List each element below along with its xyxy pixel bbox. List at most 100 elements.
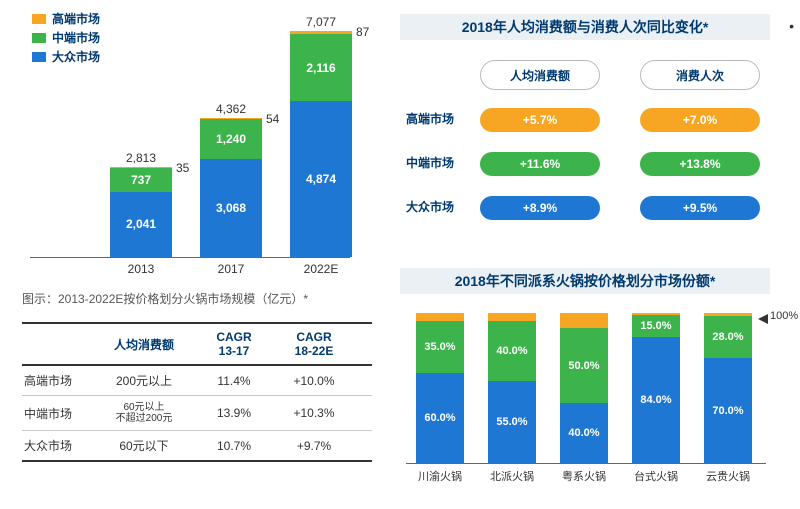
- pill-value: +9.5%: [640, 196, 760, 220]
- pill-row-label: 中端市场: [406, 154, 466, 171]
- pill-value: +7.0%: [640, 108, 760, 132]
- pct-segment-label: 70.0%: [704, 405, 752, 417]
- pill-value: +13.8%: [640, 152, 760, 176]
- table-cell: 200元以上: [94, 372, 194, 389]
- table-cell: 60元以下: [94, 437, 194, 454]
- pct-bar: 28.0% 70.0%: [704, 313, 752, 463]
- table-cell: 高端市场: [24, 372, 94, 389]
- pct-segment: 35.0%: [416, 321, 464, 374]
- pill-value: +11.6%: [480, 152, 600, 176]
- table-header-cell: CAGR 18-22E: [274, 330, 354, 358]
- bullet-dot: •: [789, 18, 794, 34]
- stacked-plot: 357372,0412,813541,2403,0684,362872,1164…: [30, 28, 350, 258]
- pct-segment: 40.0%: [560, 403, 608, 463]
- pct-bar: 35.0% 60.0%: [416, 313, 464, 463]
- pct-segment: 28.0%: [704, 316, 752, 358]
- pill-row-label: 大众市场: [406, 198, 466, 215]
- segment-label: 737: [110, 173, 172, 187]
- pct-segment: [560, 313, 608, 328]
- pct-bar: 15.0% 84.0%: [632, 313, 680, 463]
- pct-segment: [416, 313, 464, 321]
- stacked-bar: 872,1164,8747,077: [290, 31, 352, 257]
- cagr-table: 人均消费额CAGR 13-17CAGR 18-22E高端市场200元以上11.4…: [22, 322, 372, 462]
- arrow-left-icon: [758, 313, 768, 327]
- pct-segment-label: 55.0%: [488, 416, 536, 428]
- table-cell: +9.7%: [274, 439, 354, 453]
- pill-value: +8.9%: [480, 196, 600, 220]
- pct-segment-label: 35.0%: [416, 341, 464, 353]
- table-row: 高端市场200元以上11.4%+10.0%: [22, 366, 372, 396]
- pct-segment-label: 15.0%: [632, 320, 680, 332]
- legend-swatch: [32, 14, 46, 24]
- bar-total-label: 4,362: [200, 102, 262, 118]
- pct-bar: 40.0% 55.0%: [488, 313, 536, 463]
- stacked-segment: 3,068: [200, 159, 262, 257]
- bar-total-label: 2,813: [110, 151, 172, 167]
- table-cell: 10.7%: [194, 439, 274, 453]
- pct-segment: 15.0%: [632, 315, 680, 338]
- pct-segment: 50.0%: [560, 328, 608, 403]
- stacked-segment: 4,874: [290, 101, 352, 257]
- pct-segment-label: 50.0%: [560, 360, 608, 372]
- pct-segment-label: 28.0%: [704, 331, 752, 343]
- table-row: 中端市场60元以上 不超过200元13.9%+10.3%: [22, 396, 372, 431]
- pill-value: +5.7%: [480, 108, 600, 132]
- table-cell: 60元以上 不超过200元: [94, 402, 194, 424]
- stacked-segment: 2,116: [290, 34, 352, 102]
- pct-segment: 70.0%: [704, 358, 752, 463]
- pill-col-header-1: 人均消费额: [480, 60, 600, 90]
- table-cell: +10.0%: [274, 374, 354, 388]
- hundred-percent-label: 100%: [770, 310, 798, 322]
- pill-row-label: 高端市场: [406, 110, 466, 127]
- bar-total-label: 7,077: [290, 15, 352, 31]
- pct-segment: 55.0%: [488, 381, 536, 464]
- pct-bar: 50.0% 40.0%: [560, 313, 608, 463]
- segment-label: 54: [262, 112, 279, 126]
- legend-item: 高端市场: [32, 10, 100, 27]
- pct-chart-title: 2018年不同派系火锅按价格划分市场份额*: [400, 268, 770, 294]
- pct-segment-label: 40.0%: [560, 427, 608, 439]
- segment-label: 3,068: [200, 201, 262, 215]
- segment-label: 4,874: [290, 172, 352, 186]
- pct-segment: [488, 313, 536, 321]
- segment-label: 1,240: [200, 132, 262, 146]
- pct-stacked-chart: 35.0% 60.0% 40.0% 55.0% 50.0% 40.0% 15.0% 84.0%…: [406, 304, 766, 484]
- x-axis-label: 2013: [110, 262, 172, 276]
- pct-segment-label: 40.0%: [488, 345, 536, 357]
- x-axis-label: 川渝火锅: [416, 468, 464, 484]
- segment-label: 2,041: [110, 217, 172, 231]
- table-cell: 13.9%: [194, 406, 274, 420]
- table-header-cell: CAGR 13-17: [194, 330, 274, 358]
- pill-col-header-2: 消费人次: [640, 60, 760, 90]
- table-cell: +10.3%: [274, 406, 354, 420]
- pct-segment: 40.0%: [488, 321, 536, 381]
- table-header-cell: 人均消费额: [94, 336, 194, 353]
- legend-label: 高端市场: [52, 10, 100, 27]
- pct-plot: 35.0% 60.0% 40.0% 55.0% 50.0% 40.0% 15.0% 84.0%…: [406, 304, 766, 464]
- x-axis-label: 台式火锅: [632, 468, 680, 484]
- pct-segment-label: 60.0%: [416, 412, 464, 424]
- stacked-bar: 357372,0412,813: [110, 167, 172, 257]
- pct-segment-label: 84.0%: [632, 394, 680, 406]
- segment-label: 35: [172, 161, 189, 175]
- table-cell: 大众市场: [24, 437, 94, 454]
- table-header-row: 人均消费额CAGR 13-17CAGR 18-22E: [22, 322, 372, 366]
- x-axis-label: 北派火锅: [488, 468, 536, 484]
- stacked-bar-chart: 357372,0412,813541,2403,0684,362872,1164…: [30, 28, 350, 288]
- x-axis-label: 2022E: [290, 262, 352, 276]
- stacked-segment: 1,240: [200, 119, 262, 159]
- segment-label: 87: [352, 25, 369, 39]
- stacked-segment: 2,041: [110, 192, 172, 257]
- stacked-bar: 541,2403,0684,362: [200, 118, 262, 257]
- pct-segment: 84.0%: [632, 337, 680, 463]
- stacked-segment: 737: [110, 168, 172, 192]
- table-cell: 中端市场: [24, 405, 94, 422]
- pill-panel-title: 2018年人均消费额与消费人次同比变化*: [400, 14, 770, 40]
- pct-segment: 60.0%: [416, 373, 464, 463]
- table-cell: 11.4%: [194, 374, 274, 388]
- table-row: 大众市场60元以下10.7%+9.7%: [22, 431, 372, 462]
- stacked-chart-caption: 图示：2013-2022E按价格划分火锅市场规模（亿元）*: [22, 290, 308, 307]
- x-axis-label: 云贵火锅: [704, 468, 752, 484]
- x-axis-label: 2017: [200, 262, 262, 276]
- x-axis-label: 粤系火锅: [560, 468, 608, 484]
